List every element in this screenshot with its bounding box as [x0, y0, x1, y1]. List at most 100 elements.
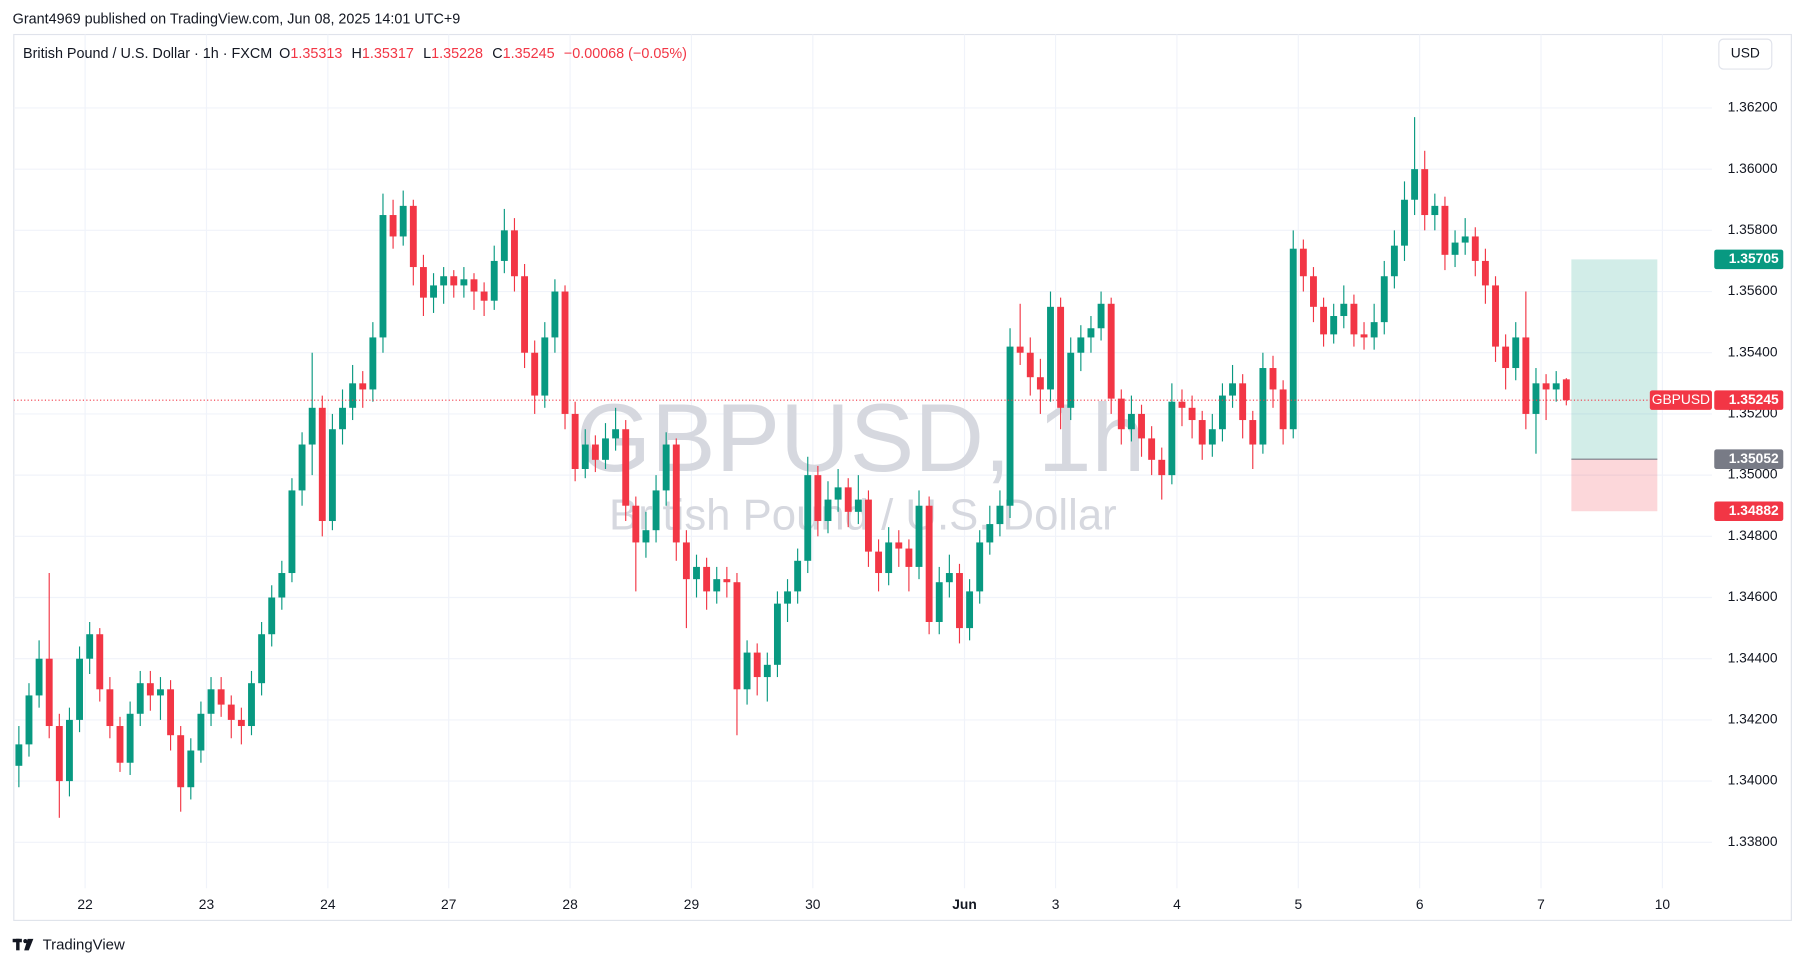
candle-body	[288, 490, 296, 574]
y-tick-label: 1.34600	[1728, 589, 1778, 604]
candle-body	[45, 658, 53, 727]
price-badge	[1714, 390, 1784, 410]
candle-body	[1279, 389, 1287, 430]
ohlc-label: L	[423, 46, 431, 62]
candle-body	[177, 735, 185, 788]
ohlc-value: 1.35317	[362, 46, 414, 62]
currency-button[interactable]	[1718, 38, 1773, 70]
axes: 1.33800 1.34000 1.34200 1.34400 1.34600 1.348…	[13, 100, 1784, 912]
logo-shape	[23, 939, 28, 944]
candle-body	[784, 591, 791, 604]
candle-body	[278, 573, 286, 598]
x-tick-label: 24	[320, 897, 336, 912]
candle-body	[976, 542, 984, 592]
y-tick-label: 1.35400	[1728, 344, 1778, 359]
candle-body	[1380, 276, 1388, 323]
candle-body	[652, 490, 660, 531]
candle-body	[1441, 205, 1449, 255]
legend-row: British Pound / U.S. Dollar · 1h · FXCM O…	[23, 46, 687, 62]
candle-body	[1401, 199, 1408, 246]
candle-body	[895, 542, 903, 549]
candle-body	[15, 744, 23, 766]
candle-body	[76, 658, 83, 720]
x-tick-label: 5	[1294, 897, 1302, 912]
candle-body	[157, 689, 164, 696]
x-tick-label: 4	[1173, 897, 1181, 912]
candle-body	[1188, 407, 1196, 421]
candle-body	[1310, 276, 1317, 307]
candle-body	[561, 291, 569, 414]
candle-body	[1229, 383, 1236, 396]
logo-shape	[16, 938, 20, 951]
watermark-symbol: GBPUSD, 1h	[576, 385, 1145, 492]
ohlc-value: 1.35245	[503, 46, 555, 62]
candle-body	[126, 713, 134, 763]
symbol-badge-label: GBPUSD	[1652, 392, 1710, 407]
brand: TradingView	[43, 937, 125, 954]
x-tick-label: 23	[199, 897, 215, 912]
candle-body	[521, 276, 529, 353]
candle-body	[339, 407, 346, 430]
candle-body	[642, 530, 650, 543]
candle-body	[1471, 236, 1479, 261]
candle-body	[551, 291, 559, 338]
currency-label[interactable]: USD	[1731, 46, 1760, 61]
y-tick-label: 1.35800	[1728, 222, 1778, 237]
candle-body	[541, 337, 549, 396]
x-tick-label: 30	[805, 897, 821, 912]
candle-body	[106, 689, 114, 727]
candle-body	[25, 695, 33, 745]
candle-body	[915, 505, 923, 567]
candle-body	[440, 276, 448, 286]
stop-badge-label: 1.34882	[1729, 503, 1779, 518]
candle-body	[672, 444, 680, 543]
candle-body	[96, 634, 104, 690]
candle-body	[369, 337, 377, 390]
watermark: GBPUSD, 1h British Pound / U.S. Dollar	[576, 385, 1145, 539]
candle-body	[1036, 377, 1044, 390]
candle-body	[409, 205, 417, 268]
ohlc-label: O	[279, 46, 290, 62]
candle-body	[824, 499, 832, 522]
candle-body	[885, 542, 893, 574]
candle-body	[1047, 306, 1054, 390]
y-tick-label: 1.34400	[1728, 650, 1778, 665]
candle-body	[248, 683, 255, 727]
grid	[13, 34, 1712, 889]
candle-body	[146, 683, 154, 696]
candle-body	[1360, 334, 1368, 338]
x-tick-label: Jun	[952, 897, 977, 912]
candle-body	[1461, 236, 1469, 243]
candle-body	[1370, 322, 1378, 338]
candle-body	[1542, 383, 1550, 390]
candles	[15, 117, 1570, 818]
candle-body	[359, 383, 367, 390]
candle-body	[581, 444, 589, 470]
candle-body	[1481, 260, 1489, 286]
candle-body	[531, 352, 539, 396]
candle-body	[956, 573, 963, 629]
candle-body	[318, 407, 326, 522]
candle-body	[632, 505, 640, 543]
candle-body	[490, 260, 498, 301]
candle-body	[268, 597, 276, 635]
loss-zone	[1571, 459, 1658, 512]
x-tick-label: 6	[1416, 897, 1424, 912]
candle-body	[227, 704, 235, 720]
candle-body	[693, 566, 700, 580]
candle-body	[612, 429, 620, 439]
candle-body	[1330, 316, 1338, 335]
candle-body	[207, 689, 215, 714]
symbol-title: British Pound / U.S. Dollar · 1h · FXCM	[23, 46, 272, 62]
candle-body	[480, 291, 488, 301]
candle-body	[399, 205, 407, 237]
candle-body	[1562, 379, 1570, 401]
candle-body	[1006, 346, 1014, 506]
candle-body	[430, 285, 437, 298]
candle-body	[1067, 352, 1075, 408]
entry-badge	[1714, 449, 1784, 469]
candle-body	[794, 560, 802, 592]
candle-body	[1299, 248, 1307, 277]
candle-body	[662, 444, 670, 491]
